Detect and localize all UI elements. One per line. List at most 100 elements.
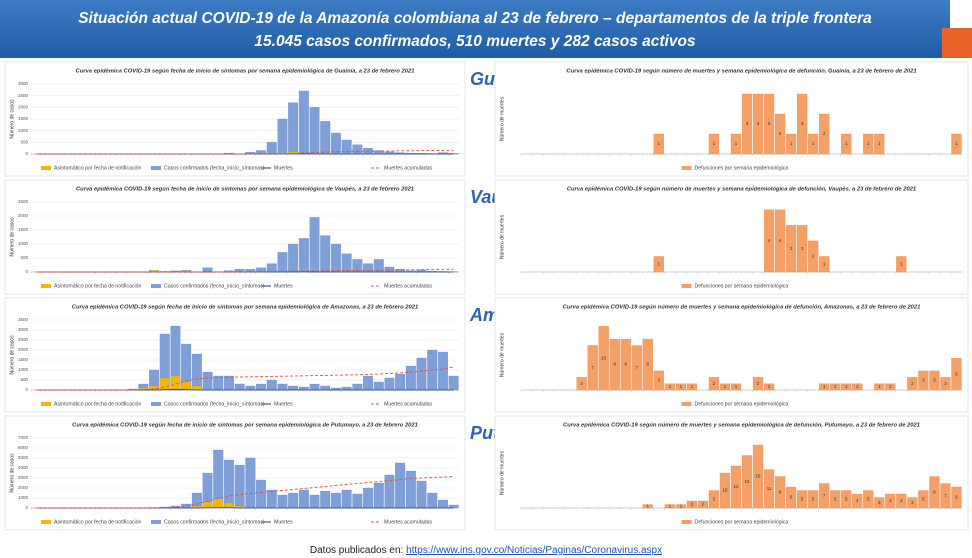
bar: [819, 483, 830, 509]
legend-label: Defunciones por semana epidemiológica: [695, 283, 789, 289]
legend-swatch: [681, 520, 692, 524]
legend-label: Muertes: [274, 283, 293, 289]
data-label: 1: [658, 261, 661, 266]
bar: [774, 476, 786, 509]
bar: [363, 375, 374, 391]
bar: [918, 370, 929, 391]
bar: [576, 377, 587, 391]
legend-label: Muertes: [274, 519, 293, 525]
bar: [245, 385, 256, 391]
data-label: 2: [702, 502, 705, 507]
y-axis-title: Número de muertes: [499, 332, 505, 377]
bar: [288, 102, 299, 155]
y-tick-label: 0: [25, 151, 28, 156]
legend-label: Casos confirmados (fecha_inicio_síntomas…: [164, 283, 265, 289]
y-tick-label: 3000: [18, 81, 29, 86]
header-accent: [942, 28, 972, 58]
bar: [330, 492, 341, 509]
bar: [797, 490, 808, 509]
data-label: 5: [955, 371, 958, 376]
bar: [874, 133, 885, 155]
bar: [448, 504, 459, 509]
data-label: 1: [680, 503, 683, 508]
data-label: 12: [733, 484, 739, 489]
bar: [373, 482, 384, 509]
bar: [309, 217, 320, 273]
data-label: 5: [845, 496, 848, 501]
bar: [752, 377, 764, 391]
legend-label: Muertes acumuladas: [384, 165, 433, 171]
header-line1: Situación actual COVID-19 de la Amazonía…: [78, 10, 872, 27]
bar: [774, 113, 786, 155]
bar: [763, 383, 775, 391]
legend-swatch: [151, 166, 161, 170]
y-axis-title: Número de muertes: [499, 214, 505, 259]
data-label: 2: [691, 502, 694, 507]
data-label: 11: [767, 486, 772, 491]
bar: [223, 502, 234, 509]
bar: [708, 377, 720, 391]
bar: [448, 375, 459, 391]
bar: [384, 266, 395, 273]
bar: [298, 386, 309, 391]
y-tick-label: 3000: [18, 475, 29, 480]
footer-text: Datos publicados en:: [310, 545, 406, 556]
y-tick-label: 2000: [18, 347, 29, 352]
bar: [841, 490, 852, 509]
bar: [774, 209, 786, 273]
bar: [437, 351, 448, 391]
legend-label: Muertes acumuladas: [384, 401, 433, 407]
bar: [797, 225, 808, 273]
bar: [852, 493, 863, 509]
bar: [719, 472, 731, 509]
bar: [631, 345, 642, 391]
legend-swatch: [151, 402, 161, 406]
data-label: 8: [613, 362, 616, 367]
bar: [675, 383, 686, 391]
legend-swatch: [681, 284, 692, 288]
bar: [763, 469, 775, 509]
legend-label: Casos confirmados (fecha_inicio_síntomas…: [164, 519, 265, 525]
data-label: 1: [735, 141, 738, 146]
bar: [730, 383, 742, 391]
bar: [191, 385, 202, 391]
bar: [786, 133, 797, 155]
data-label: 1: [812, 141, 815, 146]
data-label: 1: [900, 261, 903, 266]
bar: [620, 338, 631, 391]
data-label: 3: [801, 121, 804, 126]
bar: [191, 492, 202, 509]
bar: [159, 377, 170, 391]
bar: [213, 375, 224, 391]
legend-label: Asintomático por fecha de notificación: [54, 283, 141, 289]
chart-title: Curva epidémica COVID-19 según fecha de …: [72, 305, 418, 311]
bar: [309, 383, 320, 391]
bar: [320, 121, 331, 155]
bar: [587, 345, 598, 391]
y-tick-label: 7000: [18, 435, 29, 440]
chart-title: Curva epidémica COVID-19 según fecha de …: [72, 423, 418, 429]
bar: [819, 256, 830, 273]
bar: [320, 385, 331, 391]
bar: [642, 338, 653, 391]
bar: [309, 494, 320, 509]
data-label: 1: [955, 141, 958, 146]
y-axis-title: Número de casos: [9, 453, 15, 493]
data-label: 18: [756, 474, 762, 479]
bar: [664, 383, 675, 391]
bar: [223, 375, 234, 391]
chart-frame: [494, 297, 969, 413]
y-tick-label: 2500: [18, 337, 29, 342]
legend-label: Defunciones por semana epidemiológica: [695, 401, 789, 407]
bar: [653, 133, 664, 155]
data-label: 2: [812, 254, 815, 259]
bar: [697, 500, 709, 509]
bar: [352, 383, 363, 391]
bar: [266, 489, 277, 509]
legend-label: Muertes: [274, 401, 293, 407]
footer-link[interactable]: https://www.ins.gov.co/Noticias/Paginas/…: [406, 545, 662, 556]
bar: [277, 383, 288, 391]
y-tick-label: 0: [25, 269, 28, 274]
bar: [352, 144, 363, 155]
data-label: 15: [745, 479, 751, 484]
